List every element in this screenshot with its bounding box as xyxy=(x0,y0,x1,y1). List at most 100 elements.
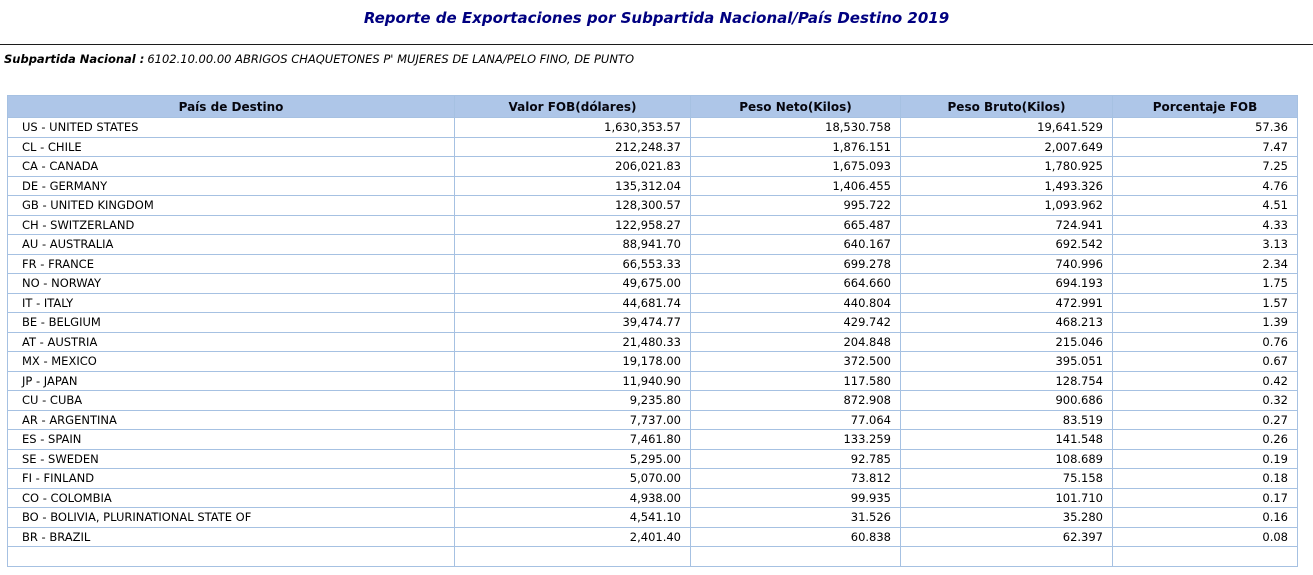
valor-fob-cell: 206,021.83 xyxy=(454,156,691,177)
valor-fob-cell: 1,630,353.57 xyxy=(454,117,691,138)
porcentaje-fob-cell: 0.26 xyxy=(1112,429,1298,450)
peso-bruto-cell: 19,641.529 xyxy=(900,117,1113,138)
valor-fob-cell: 128,300.57 xyxy=(454,195,691,216)
valor-fob-cell: 122,958.27 xyxy=(454,214,691,235)
porcentaje-fob-cell: 7.47 xyxy=(1112,136,1298,157)
country-cell: ES - SPAIN xyxy=(7,429,455,450)
subpartida-value: 6102.10.00.00 ABRIGOS CHAQUETONES P' MUJ… xyxy=(147,52,634,66)
porcentaje-fob-cell: 1.39 xyxy=(1112,312,1298,333)
peso-bruto-cell xyxy=(900,546,1113,567)
country-cell: BE - BELGIUM xyxy=(7,312,455,333)
valor-fob-cell: 49,675.00 xyxy=(454,273,691,294)
peso-bruto-cell: 128.754 xyxy=(900,370,1113,391)
valor-fob-cell: 7,461.80 xyxy=(454,429,691,450)
table-row: BE - BELGIUM 39,474.77 429.742 468.213 1… xyxy=(7,312,1298,333)
peso-neto-cell xyxy=(690,546,901,567)
country-cell: GB - UNITED KINGDOM xyxy=(7,195,455,216)
porcentaje-fob-cell: 0.17 xyxy=(1112,487,1298,508)
porcentaje-fob-cell xyxy=(1112,546,1298,567)
table-row: IT - ITALY 44,681.74 440.804 472.991 1.5… xyxy=(7,292,1298,313)
valor-fob-cell: 11,940.90 xyxy=(454,370,691,391)
peso-neto-cell: 699.278 xyxy=(690,253,901,274)
peso-bruto-cell: 1,493.326 xyxy=(900,175,1113,196)
porcentaje-fob-cell: 7.25 xyxy=(1112,156,1298,177)
country-cell: BO - BOLIVIA, PLURINATIONAL STATE OF xyxy=(7,507,455,528)
table-row: FI - FINLAND 5,070.00 73.812 75.158 0.18 xyxy=(7,468,1298,489)
valor-fob-cell: 212,248.37 xyxy=(454,136,691,157)
peso-neto-cell: 1,876.151 xyxy=(690,136,901,157)
porcentaje-fob-cell: 1.57 xyxy=(1112,292,1298,313)
peso-bruto-cell: 740.996 xyxy=(900,253,1113,274)
peso-bruto-cell: 2,007.649 xyxy=(900,136,1113,157)
peso-bruto-cell: 75.158 xyxy=(900,468,1113,489)
peso-bruto-cell: 62.397 xyxy=(900,526,1113,547)
valor-fob-cell: 21,480.33 xyxy=(454,331,691,352)
valor-fob-cell: 19,178.00 xyxy=(454,351,691,372)
peso-bruto-cell: 692.542 xyxy=(900,234,1113,255)
peso-neto-cell: 204.848 xyxy=(690,331,901,352)
valor-fob-cell: 66,553.33 xyxy=(454,253,691,274)
porcentaje-fob-cell: 0.16 xyxy=(1112,507,1298,528)
porcentaje-fob-cell: 2.34 xyxy=(1112,253,1298,274)
porcentaje-fob-cell: 0.08 xyxy=(1112,526,1298,547)
valor-fob-cell: 4,938.00 xyxy=(454,487,691,508)
valor-fob-cell xyxy=(454,546,691,567)
column-header-peso-neto: Peso Neto(Kilos) xyxy=(690,95,901,118)
country-cell: BR - BRAZIL xyxy=(7,526,455,547)
table-row: AR - ARGENTINA 7,737.00 77.064 83.519 0.… xyxy=(7,409,1298,430)
table-row: JP - JAPAN 11,940.90 117.580 128.754 0.4… xyxy=(7,370,1298,391)
country-cell: FR - FRANCE xyxy=(7,253,455,274)
porcentaje-fob-cell: 0.18 xyxy=(1112,468,1298,489)
porcentaje-fob-cell: 0.27 xyxy=(1112,409,1298,430)
column-header-valor-fob: Valor FOB(dólares) xyxy=(454,95,691,118)
table-row: ES - SPAIN 7,461.80 133.259 141.548 0.26 xyxy=(7,429,1298,450)
country-cell xyxy=(7,546,455,567)
peso-neto-cell: 117.580 xyxy=(690,370,901,391)
peso-bruto-cell: 215.046 xyxy=(900,331,1113,352)
peso-bruto-cell: 395.051 xyxy=(900,351,1113,372)
table-row: MX - MEXICO 19,178.00 372.500 395.051 0.… xyxy=(7,351,1298,372)
peso-neto-cell: 77.064 xyxy=(690,409,901,430)
valor-fob-cell: 4,541.10 xyxy=(454,507,691,528)
porcentaje-fob-cell: 0.67 xyxy=(1112,351,1298,372)
peso-neto-cell: 133.259 xyxy=(690,429,901,450)
peso-neto-cell: 60.838 xyxy=(690,526,901,547)
country-cell: AT - AUSTRIA xyxy=(7,331,455,352)
table-row: AU - AUSTRALIA 88,941.70 640.167 692.542… xyxy=(7,234,1298,255)
peso-bruto-cell: 83.519 xyxy=(900,409,1113,430)
peso-bruto-cell: 108.689 xyxy=(900,448,1113,469)
title-divider xyxy=(0,44,1313,45)
porcentaje-fob-cell: 4.33 xyxy=(1112,214,1298,235)
valor-fob-cell: 5,295.00 xyxy=(454,448,691,469)
table-row: CA - CANADA 206,021.83 1,675.093 1,780.9… xyxy=(7,156,1298,177)
table-row: BO - BOLIVIA, PLURINATIONAL STATE OF 4,5… xyxy=(7,507,1298,528)
peso-bruto-cell: 101.710 xyxy=(900,487,1113,508)
peso-neto-cell: 995.722 xyxy=(690,195,901,216)
porcentaje-fob-cell: 0.42 xyxy=(1112,370,1298,391)
export-report-table: País de Destino Valor FOB(dólares) Peso … xyxy=(7,95,1298,567)
peso-neto-cell: 664.660 xyxy=(690,273,901,294)
table-header-row: País de Destino Valor FOB(dólares) Peso … xyxy=(7,95,1298,118)
peso-bruto-cell: 724.941 xyxy=(900,214,1113,235)
porcentaje-fob-cell: 57.36 xyxy=(1112,117,1298,138)
country-cell: SE - SWEDEN xyxy=(7,448,455,469)
country-cell: MX - MEXICO xyxy=(7,351,455,372)
peso-bruto-cell: 1,780.925 xyxy=(900,156,1113,177)
table-row: BR - BRAZIL 2,401.40 60.838 62.397 0.08 xyxy=(7,526,1298,547)
country-cell: AR - ARGENTINA xyxy=(7,409,455,430)
peso-neto-cell: 665.487 xyxy=(690,214,901,235)
peso-bruto-cell: 472.991 xyxy=(900,292,1113,313)
country-cell: FI - FINLAND xyxy=(7,468,455,489)
country-cell: NO - NORWAY xyxy=(7,273,455,294)
subpartida-label: Subpartida Nacional : xyxy=(4,52,145,66)
table-row: CU - CUBA 9,235.80 872.908 900.686 0.32 xyxy=(7,390,1298,411)
peso-neto-cell: 1,406.455 xyxy=(690,175,901,196)
table-row: DE - GERMANY 135,312.04 1,406.455 1,493.… xyxy=(7,175,1298,196)
valor-fob-cell: 88,941.70 xyxy=(454,234,691,255)
country-cell: IT - ITALY xyxy=(7,292,455,313)
country-cell: AU - AUSTRALIA xyxy=(7,234,455,255)
country-cell: CL - CHILE xyxy=(7,136,455,157)
column-header-pais-destino: País de Destino xyxy=(7,95,455,118)
peso-neto-cell: 18,530.758 xyxy=(690,117,901,138)
table-row: CH - SWITZERLAND 122,958.27 665.487 724.… xyxy=(7,214,1298,235)
